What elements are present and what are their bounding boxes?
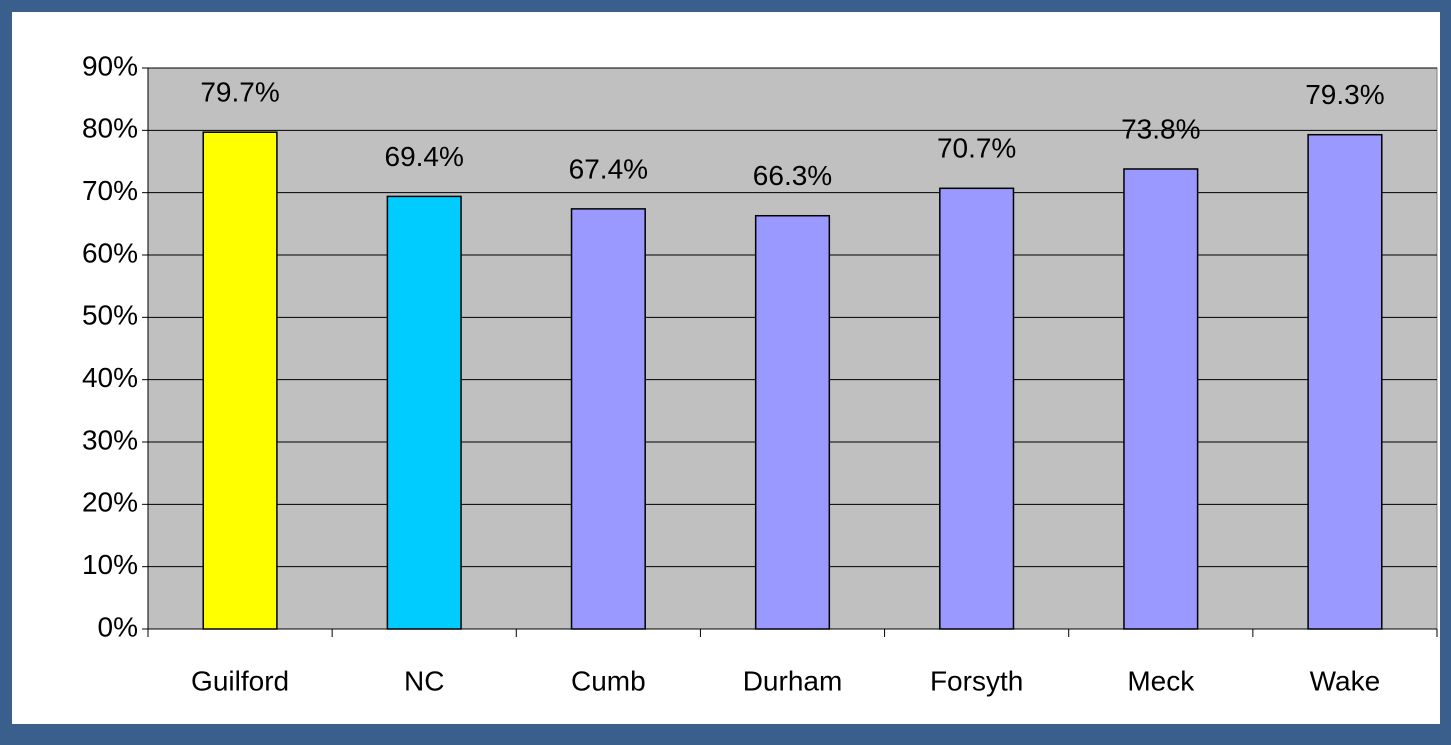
value-label: 66.3% [753, 160, 832, 191]
value-label: 67.4% [569, 153, 648, 184]
bar [1307, 133, 1383, 630]
bar [939, 187, 1015, 630]
value-label: 79.7% [200, 77, 279, 108]
bar [386, 195, 462, 630]
x-tick-label: Forsyth [930, 665, 1023, 696]
bar [1123, 168, 1199, 630]
bar [570, 208, 646, 630]
value-label: 70.7% [937, 133, 1016, 164]
value-label: 69.4% [385, 141, 464, 172]
x-tick-label: Wake [1310, 665, 1381, 696]
x-tick-label: Guilford [191, 665, 289, 696]
x-tick-label: Meck [1127, 665, 1195, 696]
x-tick-label: Cumb [571, 665, 646, 696]
x-tick-label: Durham [743, 665, 843, 696]
bar [754, 214, 831, 630]
y-tick-label: 20% [82, 487, 138, 518]
y-tick-label: 60% [82, 237, 138, 268]
y-tick-label: 30% [82, 424, 138, 455]
y-tick-label: 80% [82, 113, 138, 144]
value-label: 79.3% [1305, 79, 1384, 110]
y-tick-label: 50% [82, 300, 138, 331]
y-tick-label: 90% [82, 50, 138, 81]
value-label: 73.8% [1121, 113, 1200, 144]
y-tick-label: 70% [82, 175, 138, 206]
bar [202, 131, 278, 630]
y-tick-label: 40% [82, 362, 138, 393]
y-tick-label: 10% [82, 549, 138, 580]
y-tick-label: 0% [98, 611, 138, 642]
x-tick-label: NC [404, 665, 444, 696]
